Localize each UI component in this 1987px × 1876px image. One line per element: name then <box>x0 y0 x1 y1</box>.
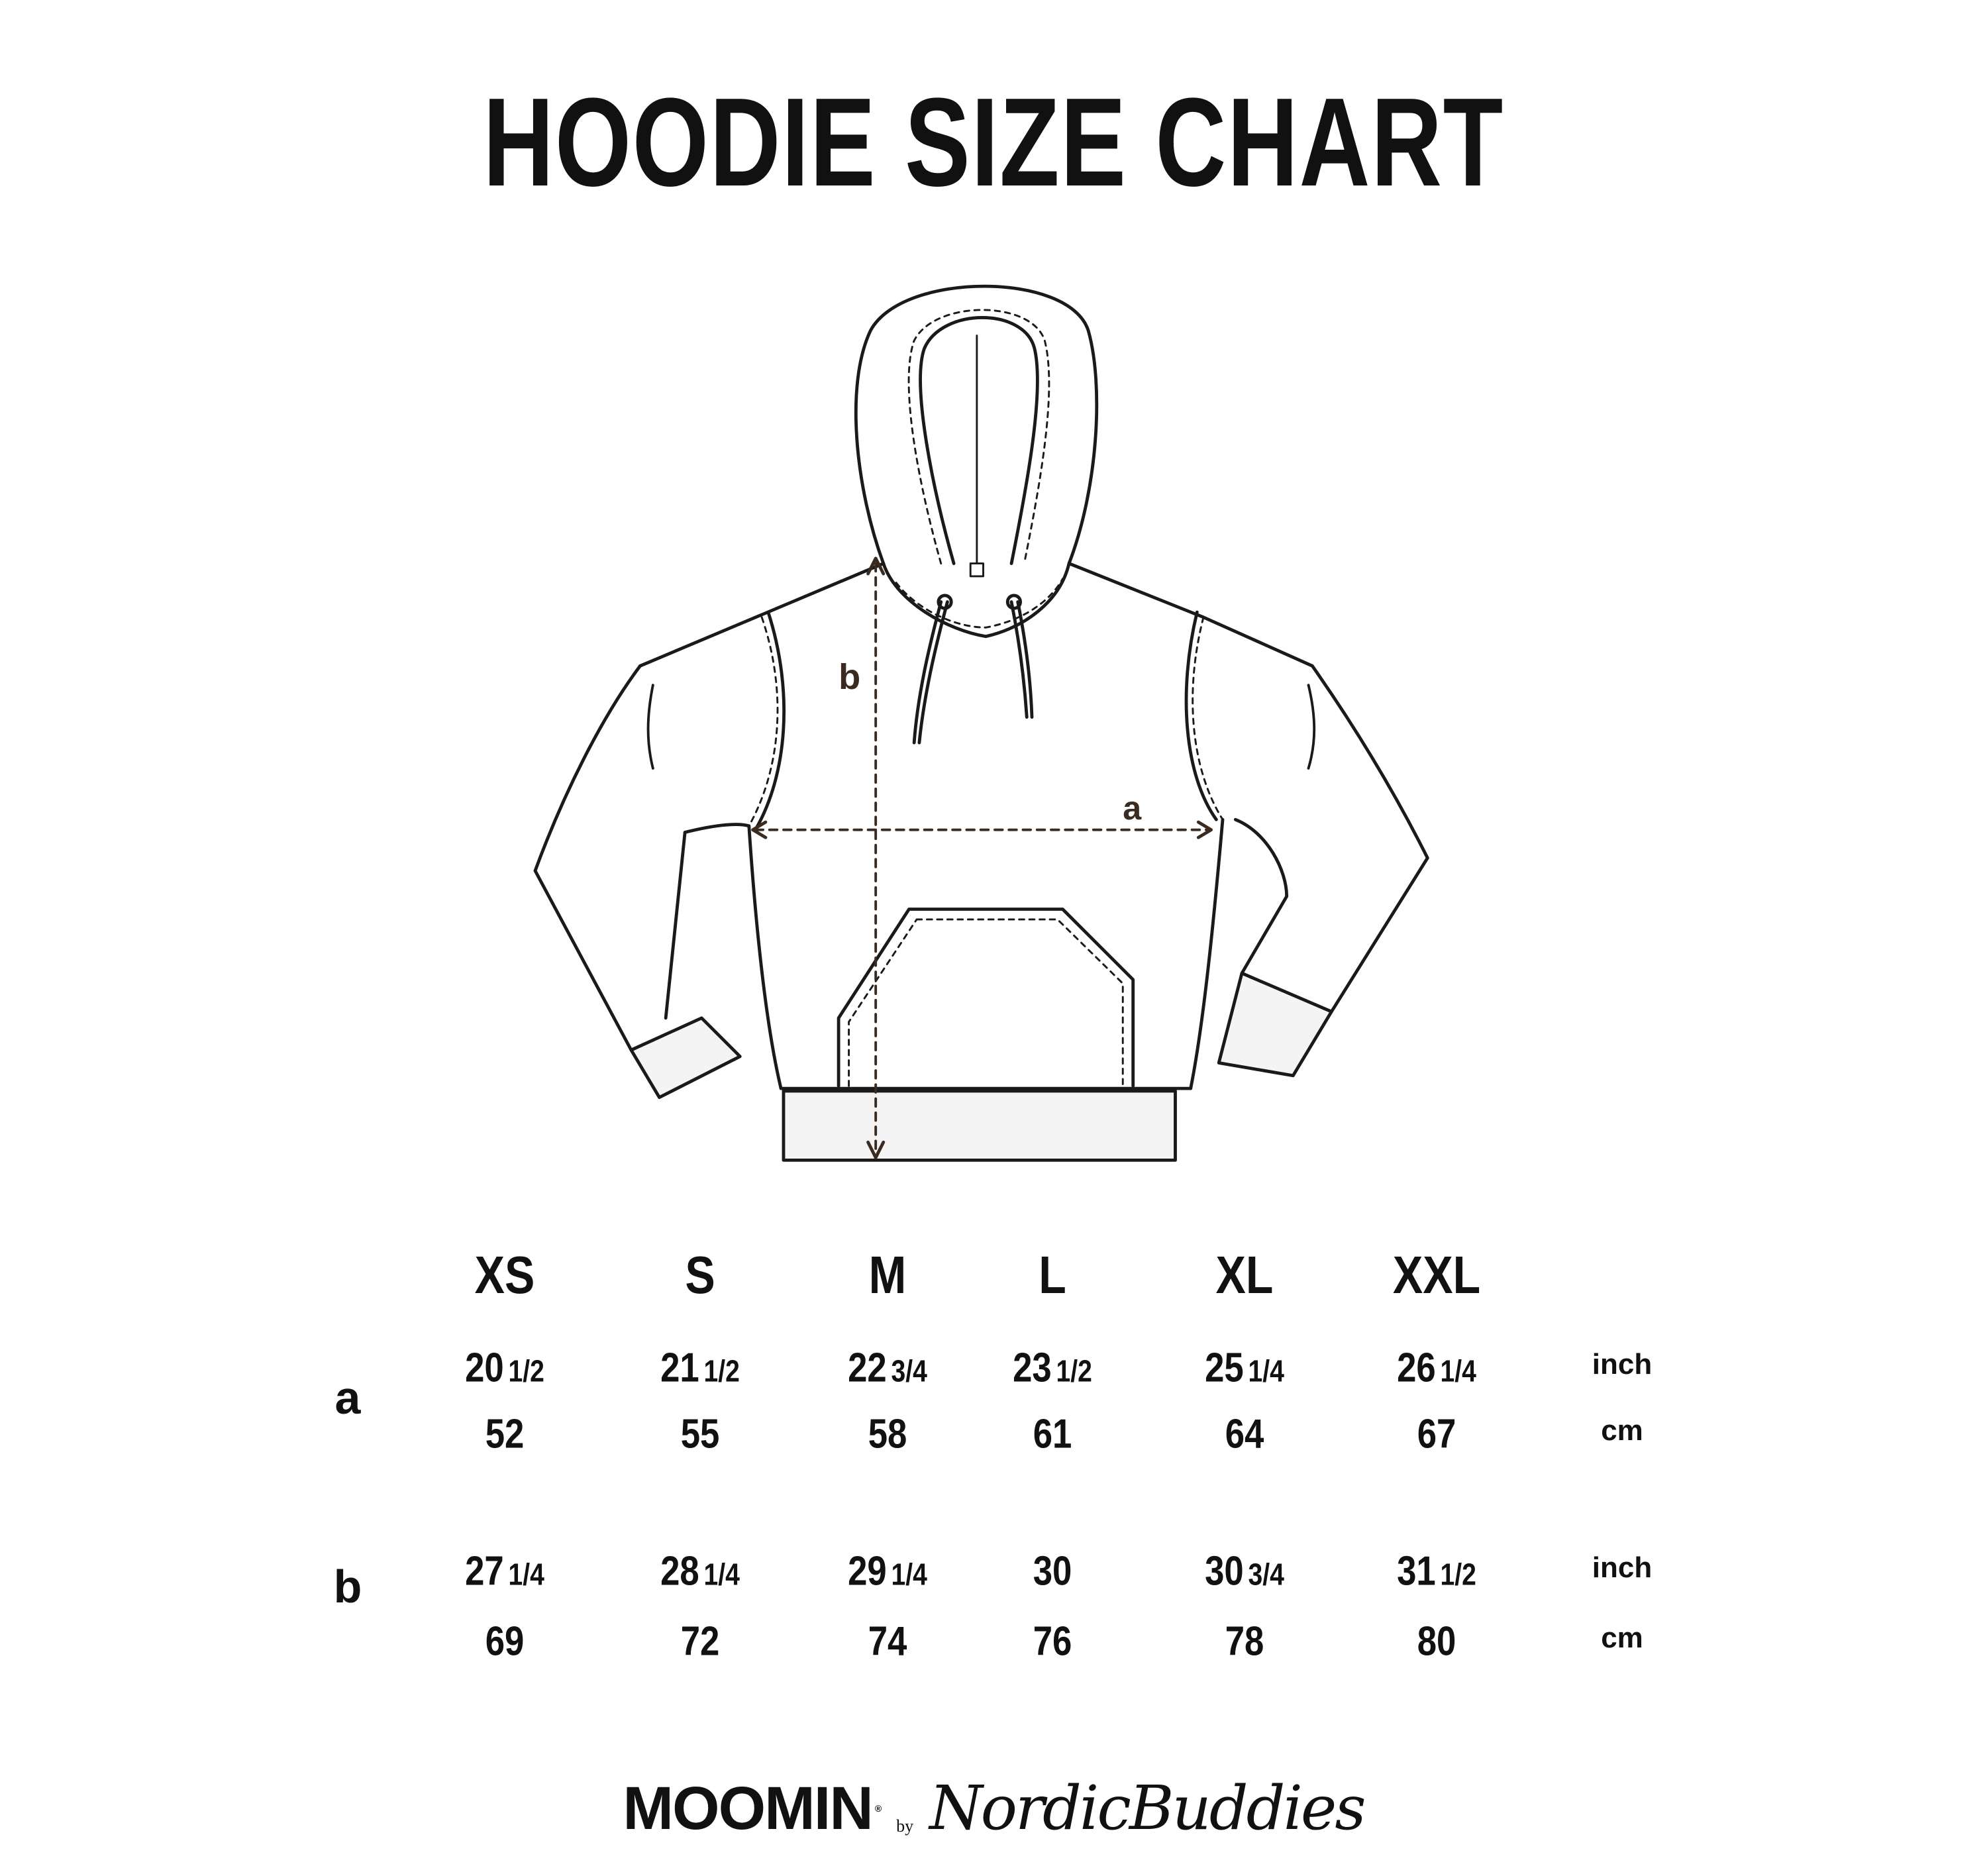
inch-value: 25 1/4 <box>1205 1345 1284 1392</box>
size-header: XL <box>1215 1245 1274 1304</box>
inch-whole: 23 <box>1013 1345 1052 1391</box>
size-header: XS <box>474 1245 535 1304</box>
left-sleeve <box>533 664 687 1052</box>
label-b: b <box>839 657 860 697</box>
size-header: XXL <box>1392 1245 1481 1304</box>
inch-fraction: 1/4 <box>1440 1353 1476 1388</box>
cm-value: 58 <box>868 1411 907 1457</box>
inch-whole: 21 <box>660 1345 699 1391</box>
inch-whole: 26 <box>1397 1345 1436 1391</box>
cm-value: 72 <box>680 1618 720 1665</box>
inch-whole: 29 <box>848 1548 887 1594</box>
inch-fraction: 1/4 <box>891 1557 927 1592</box>
inch-fraction: 1/4 <box>508 1557 544 1592</box>
drawstring-right <box>1009 600 1034 719</box>
label-a: a <box>1123 790 1142 827</box>
neckline <box>882 562 1071 639</box>
kangaroo-pocket <box>837 908 1135 1088</box>
cm-value: 78 <box>1225 1618 1264 1665</box>
inch-fraction: 1/4 <box>703 1557 740 1592</box>
cm-value: 55 <box>680 1411 720 1457</box>
inch-fraction: 1/2 <box>508 1353 544 1388</box>
inch-fraction: 1/2 <box>1440 1557 1476 1592</box>
inch-whole: 30 <box>1205 1548 1244 1594</box>
inch-fraction: 1/2 <box>703 1353 740 1388</box>
by-text: by <box>896 1816 914 1836</box>
left-cuff <box>629 1016 742 1100</box>
row-label: a <box>334 1372 361 1424</box>
nordic-buddies-logo: NordicBuddies <box>929 1773 1366 1844</box>
inch-whole: 22 <box>848 1345 887 1391</box>
hood-outline <box>854 284 1099 566</box>
right-sleeve <box>1233 664 1429 1014</box>
inch-value: 28 1/4 <box>660 1548 740 1595</box>
cm-value: 76 <box>1033 1618 1072 1665</box>
registered-mark: ® <box>874 1803 882 1814</box>
measurement-b <box>866 556 886 1159</box>
size-header: M <box>868 1245 907 1304</box>
inch-whole: 28 <box>660 1548 699 1594</box>
measurement-a <box>751 820 1213 839</box>
cm-value: 52 <box>485 1411 525 1457</box>
inch-fraction: 1/2 <box>1056 1353 1092 1388</box>
inch-value: 22 3/4 <box>848 1345 927 1392</box>
page-title: HOODIE SIZE CHART <box>483 72 1504 213</box>
cm-value: 67 <box>1417 1411 1456 1457</box>
inch-fraction: 3/4 <box>1248 1557 1284 1592</box>
right-cuff <box>1217 971 1333 1078</box>
inch-value: 29 1/4 <box>848 1548 927 1595</box>
unit-cm: cm <box>1601 1622 1643 1654</box>
cm-value: 80 <box>1417 1618 1456 1665</box>
inch-value: 30 3/4 <box>1205 1548 1284 1595</box>
row-label: b <box>333 1561 362 1612</box>
cm-value: 64 <box>1225 1411 1264 1457</box>
inch-whole: 30 <box>1033 1548 1072 1594</box>
inch-value: 31 1/2 <box>1397 1548 1476 1595</box>
inch-value: 23 1/2 <box>1013 1345 1092 1392</box>
moomin-logo: MOOMIN ® <box>623 1775 882 1842</box>
brand-logo: MOOMIN ® by NordicBuddies <box>0 1769 1987 1842</box>
unit-inch: inch <box>1592 1348 1653 1381</box>
cm-value: 74 <box>868 1618 907 1665</box>
inch-value: 21 1/2 <box>660 1345 740 1392</box>
unit-cm: cm <box>1601 1414 1643 1447</box>
unit-inch: inch <box>1592 1551 1653 1584</box>
cm-value: 61 <box>1033 1411 1072 1457</box>
inch-whole: 25 <box>1205 1345 1244 1391</box>
inch-whole: 31 <box>1397 1548 1436 1594</box>
inch-whole: 20 <box>465 1345 504 1391</box>
inch-value: 26 1/4 <box>1397 1345 1476 1392</box>
cm-value: 69 <box>485 1618 525 1665</box>
size-header: L <box>1039 1245 1066 1304</box>
inch-value: 30 <box>1033 1548 1072 1595</box>
waistband <box>782 1089 1177 1162</box>
body-right-side <box>1189 817 1225 1090</box>
body-left-side <box>747 824 783 1090</box>
size-header: S <box>685 1245 715 1304</box>
inch-value: 27 1/4 <box>465 1548 544 1595</box>
inch-fraction: 1/4 <box>1248 1353 1284 1388</box>
moomin-text: MOOMIN <box>623 1775 873 1842</box>
inch-whole: 27 <box>465 1548 504 1594</box>
drawstring-left <box>912 600 949 745</box>
inch-fraction: 3/4 <box>891 1353 927 1388</box>
inch-value: 20 1/2 <box>465 1345 544 1392</box>
hood-inner <box>919 316 1039 566</box>
